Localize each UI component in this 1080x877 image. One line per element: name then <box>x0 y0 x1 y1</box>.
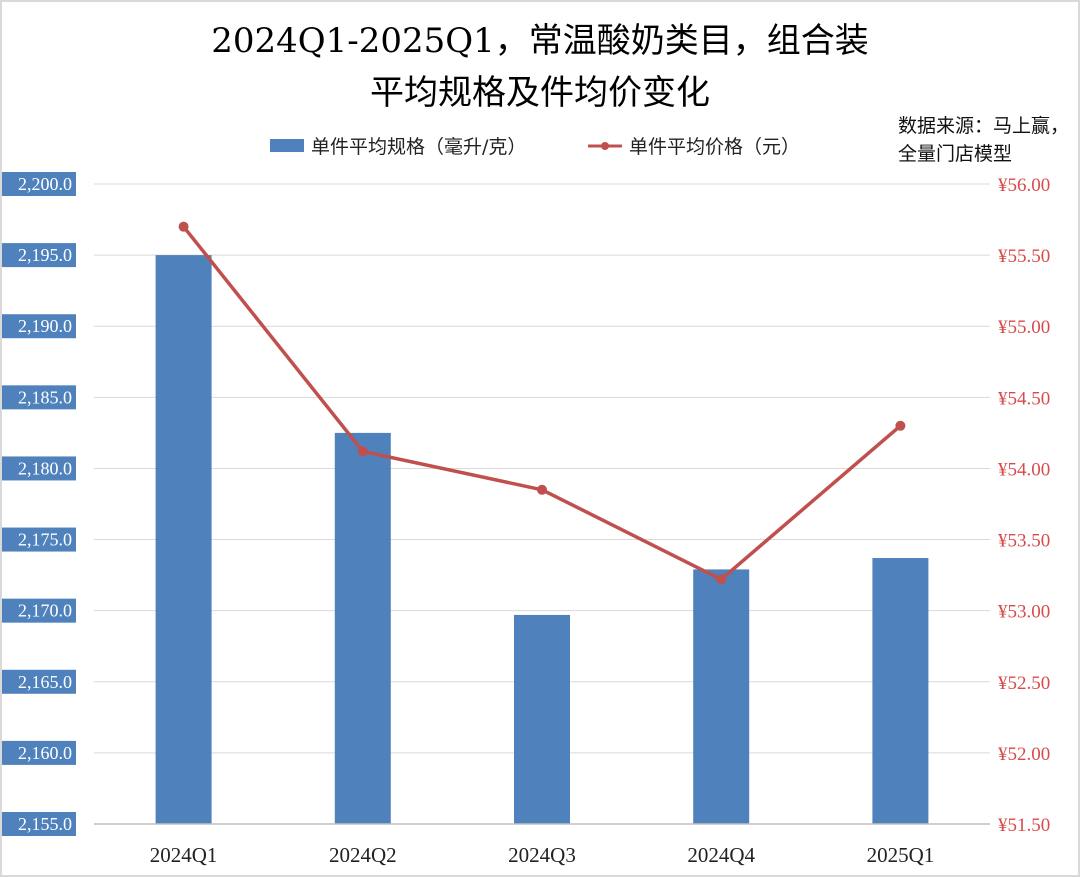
bar <box>155 255 212 825</box>
price-line <box>182 225 902 582</box>
legend-line-label: 单件平均价格（元） <box>629 136 800 158</box>
left-tick-label: 2,165.0 <box>18 672 72 692</box>
left-tick-label-background <box>2 812 76 836</box>
bar <box>514 614 570 824</box>
right-tick-label: ¥55.00 <box>998 317 1050 338</box>
left-tick-label-background <box>2 243 76 268</box>
right-tick-label: ¥52.00 <box>998 744 1050 765</box>
legend-bar-swatch <box>270 139 304 152</box>
legend-line-marker <box>601 142 609 150</box>
right-tick-label: ¥53.00 <box>998 602 1050 623</box>
x-tick-label: 2024Q1 <box>150 843 218 867</box>
left-tick-label: 2,185.0 <box>18 387 72 407</box>
right-tick-label: ¥54.00 <box>998 459 1050 480</box>
chart-title-line-2: 平均规格及件均价变化 <box>370 73 710 113</box>
right-tick-label: ¥56.00 <box>998 175 1050 196</box>
legend: 单件平均规格（毫升/克） 单件平均价格（元） <box>270 136 800 158</box>
left-tick-label-background <box>2 172 76 196</box>
bar <box>693 569 750 824</box>
left-tick-label-background <box>2 385 76 410</box>
left-tick-label-background <box>2 456 76 481</box>
x-axis: 2024Q1 2024Q2 2024Q3 2024Q4 2025Q1 <box>94 823 990 867</box>
price-point <box>895 420 906 431</box>
right-axis: ¥51.50 ¥52.00 ¥52.50 ¥53.00 ¥53.50 ¥54.00 ¥54.… <box>998 175 1050 836</box>
left-tick-label: 2,200.0 <box>18 174 72 194</box>
left-tick-label-background <box>2 314 76 339</box>
right-tick-label: ¥53.50 <box>998 531 1050 552</box>
price-point <box>537 484 547 495</box>
bar-series <box>155 255 929 825</box>
bar <box>872 558 929 824</box>
x-tick-label: 2024Q4 <box>687 843 755 867</box>
line-series <box>178 221 906 585</box>
left-tick-label-background <box>2 669 76 694</box>
left-tick-label: 2,195.0 <box>18 245 72 265</box>
right-tick-label: ¥55.50 <box>998 246 1050 267</box>
left-tick-label: 2,190.0 <box>18 316 72 336</box>
left-axis: 2,155.0 2,160.0 2,165.0 2,170.0 2,175.0 2,180… <box>2 172 76 836</box>
right-tick-label: ¥51.50 <box>998 815 1050 836</box>
legend-bar-label: 单件平均规格（毫升/克） <box>311 136 526 158</box>
price-point <box>178 221 189 232</box>
left-tick-label-background <box>2 740 76 765</box>
source-note-line-2: 全量门店模型 <box>898 143 1012 165</box>
x-tick-label: 2024Q3 <box>508 843 576 867</box>
source-note-line-1: 数据来源：马上赢， <box>898 115 1069 137</box>
price-point <box>716 574 727 585</box>
right-tick-label: ¥54.50 <box>998 388 1050 409</box>
left-tick-label: 2,160.0 <box>18 743 72 763</box>
left-tick-label: 2,175.0 <box>18 530 72 550</box>
left-tick-label: 2,180.0 <box>18 458 72 478</box>
price-point <box>357 446 368 457</box>
chart-title-line-1: 2024Q1-2025Q1，常温酸奶类目，组合装 <box>211 21 869 61</box>
right-tick-label: ¥52.50 <box>998 673 1050 694</box>
left-tick-label: 2,155.0 <box>18 814 72 834</box>
left-tick-label: 2,170.0 <box>18 601 72 621</box>
left-tick-label-background <box>2 598 76 623</box>
x-tick-label: 2024Q2 <box>329 843 397 867</box>
left-tick-label-background <box>2 527 76 552</box>
x-tick-label: 2025Q1 <box>867 843 935 867</box>
bar <box>334 432 391 824</box>
